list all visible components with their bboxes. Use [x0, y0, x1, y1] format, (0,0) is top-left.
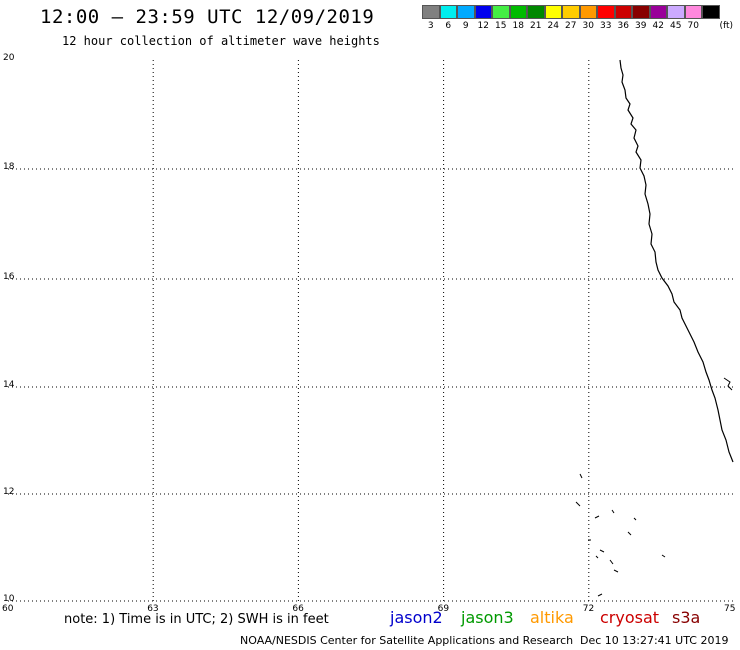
scale-label: 45 — [670, 21, 682, 31]
scale-swatch — [544, 5, 562, 19]
scale-swatch — [457, 5, 475, 19]
scale-unit: (ft) — [719, 21, 734, 31]
scale-label: 70 — [687, 21, 699, 31]
scale-swatch — [422, 5, 440, 19]
wave-height-scale-labels: 3 6 9 12 15 18 21 24 27 30 33 36 39 42 45 70 (ft) — [422, 21, 733, 31]
scale-swatch — [667, 5, 685, 19]
scale-label: 9 — [462, 21, 469, 31]
scale-swatch — [649, 5, 667, 19]
lat-tick-label: 16 — [3, 272, 15, 282]
scale-label: 42 — [652, 21, 664, 31]
scale-label: 3 — [427, 21, 434, 31]
map-tick-labels: 60 63 66 69 72 75 20 18 16 14 12 10 — [2, 53, 735, 614]
scale-swatch — [684, 5, 702, 19]
lon-tick-label: 60 — [2, 604, 14, 614]
scale-label: 18 — [512, 21, 524, 31]
scale-swatch — [579, 5, 597, 19]
scale-label: 33 — [600, 21, 612, 31]
wave-height-color-scale — [422, 5, 720, 19]
lat-tick-label: 10 — [3, 594, 15, 604]
scale-swatch — [527, 5, 545, 19]
scale-swatch — [632, 5, 650, 19]
satellite-altika: altika — [530, 608, 574, 627]
lat-tick-label: 12 — [3, 487, 14, 497]
lon-tick-label: 63 — [147, 604, 158, 614]
scale-label: 12 — [477, 21, 489, 31]
scale-label: 24 — [547, 21, 559, 31]
lon-tick-label: 66 — [292, 604, 304, 614]
lat-tick-label: 20 — [3, 53, 15, 63]
scale-swatch — [474, 5, 492, 19]
maldives-atolls — [575, 473, 666, 597]
lon-tick-label: 69 — [438, 604, 450, 614]
satellite-jason2: jason2 — [390, 608, 443, 627]
scale-swatch — [562, 5, 580, 19]
scale-swatch — [509, 5, 527, 19]
scale-label: 27 — [565, 21, 577, 31]
generation-timestamp: Dec 10 13:27:41 UTC 2019 — [580, 634, 729, 647]
satellite-jason3: jason3 — [461, 608, 514, 627]
scale-swatch — [614, 5, 632, 19]
coastline-india-west — [619, 59, 734, 463]
scale-label: 6 — [445, 21, 452, 31]
coastline-inlet — [723, 377, 733, 391]
scale-label: 39 — [635, 21, 647, 31]
scale-swatch — [439, 5, 457, 19]
scale-swatch — [702, 5, 720, 19]
lon-tick-label: 75 — [724, 604, 735, 614]
satellite-s3a: s3a — [672, 608, 701, 627]
credit-text: NOAA/NESDIS Center for Satellite Applica… — [240, 634, 574, 647]
scale-label: 15 — [495, 21, 507, 31]
scale-label: 21 — [530, 21, 542, 31]
scale-swatch — [597, 5, 615, 19]
satellite-cryosat: cryosat — [600, 608, 660, 627]
lat-tick-label: 18 — [3, 162, 15, 172]
lon-tick-label: 72 — [583, 604, 594, 614]
scale-label: 36 — [617, 21, 629, 31]
footer-note: note: 1) Time is in UTC; 2) SWH is in fe… — [64, 612, 329, 627]
scale-label: 30 — [582, 21, 594, 31]
map-grid — [8, 60, 734, 602]
map-title: 12:00 – 23:59 UTC 12/09/2019 — [40, 6, 375, 28]
scale-swatch — [492, 5, 510, 19]
lat-tick-label: 14 — [3, 380, 15, 390]
map-subtitle: 12 hour collection of altimeter wave hei… — [62, 34, 380, 48]
